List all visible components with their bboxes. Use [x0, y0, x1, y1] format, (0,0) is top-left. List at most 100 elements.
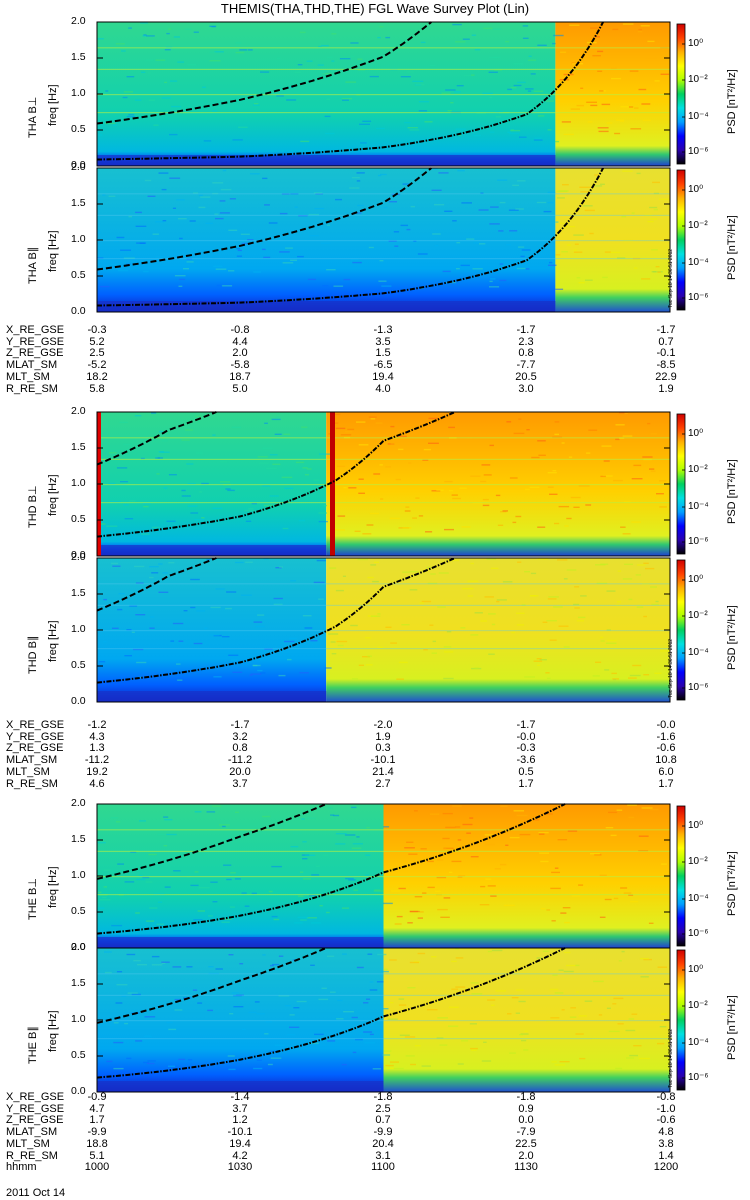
ephemeris-value: 1.7	[89, 1114, 105, 1127]
y-axis-label: freq [Hz]	[47, 84, 59, 126]
colorbar-label: PSD [nT²/Hz]	[726, 459, 738, 524]
y-tick-label: 1.0	[71, 87, 86, 99]
ephemeris-value: -0.0	[656, 719, 676, 731]
cyclotron-curve	[96, 167, 604, 307]
panel-label: THE B∥	[27, 1026, 39, 1064]
ephemeris-value: 22.9	[655, 370, 677, 383]
colorbar	[676, 169, 686, 311]
ephemeris-value: 1.2	[232, 1114, 248, 1127]
ephemeris-value: -0.3	[87, 324, 107, 336]
ephemeris-value: -10.1	[370, 754, 396, 767]
ephemeris-value: 2.5	[89, 347, 105, 360]
y-tick-label: 0.0	[71, 695, 86, 707]
y-tick-label: 0.0	[71, 305, 86, 317]
y-tick-label: 0.5	[71, 905, 86, 917]
ephemeris-value: 21.4	[372, 765, 394, 778]
colorbar-tick-label: 10⁰	[688, 428, 704, 439]
ephemeris-row-label: X_RE_GSE	[6, 324, 65, 336]
colorbar-tick-label: 10⁻⁴	[688, 893, 709, 904]
ephemeris-value: 0.9	[518, 1102, 534, 1115]
ephemeris-value: 0.8	[518, 347, 534, 360]
ephemeris-value: -7.7	[516, 359, 536, 372]
y-tick-label: 1.5	[71, 197, 86, 209]
ephemeris-row-label: MLT_SM	[6, 1137, 50, 1150]
ephemeris-value: 4.6	[89, 777, 105, 790]
ephemeris-row-label: MLT_SM	[6, 370, 50, 383]
colorbar-tick-label: 10⁻²	[688, 856, 708, 867]
ephemeris-value: -9.9	[373, 1126, 393, 1139]
colorbar-tick-label: 10⁻⁴	[688, 647, 709, 658]
ephemeris-value: 1000	[84, 1161, 110, 1174]
ephemeris-value: -0.6	[656, 742, 676, 755]
ephemeris-value: -7.9	[516, 1126, 536, 1139]
colorbar-tick-label: 10⁻²	[688, 220, 708, 231]
ephemeris-value: -5.2	[87, 359, 107, 372]
ephemeris-value: 0.7	[658, 335, 674, 348]
y-tick-label: 1.0	[71, 1013, 86, 1025]
ephemeris-row-label: R_RE_SM	[6, 777, 58, 790]
y-tick-label: 0.5	[71, 513, 86, 525]
y-tick-label: 1.5	[71, 51, 86, 63]
ephemeris-value: -1.4	[230, 1091, 250, 1103]
ephemeris-value: -0.6	[656, 1114, 676, 1127]
spectrogram-panel	[96, 947, 686, 1093]
colorbar-tick-label: 10⁻²	[688, 610, 708, 621]
cyclotron-curve	[96, 411, 456, 538]
colorbar-tick-label: 10⁻⁴	[688, 111, 709, 122]
spectrogram-panel	[96, 557, 686, 703]
y-tick-label: 2.0	[71, 797, 86, 809]
ephemeris-value: 1.4	[658, 1149, 674, 1162]
ephemeris-value: 4.4	[232, 335, 248, 348]
ephemeris-value: 0.8	[232, 742, 248, 755]
half-cyclotron-curve	[96, 803, 327, 880]
ephemeris-value: 19.2	[86, 765, 108, 778]
ephemeris-value: -0.3	[516, 742, 536, 755]
ephemeris-value: -1.2	[87, 719, 107, 731]
y-tick-label: 0.0	[71, 1085, 86, 1097]
ephemeris-row-label: R_RE_SM	[6, 382, 58, 395]
ephemeris-value: -1.8	[516, 1091, 536, 1103]
ephemeris-row-label: MLAT_SM	[6, 359, 58, 372]
ephemeris-value: -9.9	[87, 1126, 107, 1139]
ephemeris-value: -3.6	[516, 754, 536, 767]
ephemeris-value: 1030	[227, 1161, 253, 1174]
ephemeris-value: 3.7	[232, 777, 248, 790]
ephemeris-value: 4.3	[89, 730, 105, 743]
ephemeris-value: 20.0	[229, 765, 251, 778]
half-cyclotron-curve	[96, 557, 217, 612]
colorbar	[676, 949, 686, 1091]
y-axis-label: freq [Hz]	[47, 230, 59, 272]
ephemeris-row-label: X_RE_GSE	[6, 719, 65, 731]
ephemeris-value: 5.8	[89, 382, 105, 395]
ephemeris-value: -1.7	[656, 324, 676, 336]
ephemeris-value: -5.8	[230, 359, 250, 372]
ephemeris-value: 20.5	[515, 370, 537, 383]
colorbar-tick-label: 10⁻⁴	[688, 257, 709, 268]
ephemeris-value: 0.5	[518, 765, 534, 778]
colorbar-tick-label: 10⁻⁶	[688, 928, 709, 939]
ephemeris-row-label: R_RE_SM	[6, 1149, 58, 1162]
y-tick-label: 2.0	[71, 941, 86, 953]
colorbar-tick-label: 10⁻²	[688, 464, 708, 475]
colorbar-tick-label: 10⁰	[688, 184, 704, 195]
colorbar-tick-label: 10⁻⁴	[688, 1037, 709, 1048]
y-tick-label: 0.0	[71, 941, 86, 953]
ephemeris-value: 5.2	[89, 335, 105, 348]
ephemeris-value: -1.7	[516, 324, 536, 336]
ephemeris-row-label: Y_RE_GSE	[6, 730, 65, 743]
active-region	[383, 948, 670, 1092]
ephemeris-value: 20.4	[372, 1137, 394, 1150]
colorbar-label: PSD [nT²/Hz]	[726, 995, 738, 1060]
ephemeris-value: 4.0	[375, 382, 391, 395]
plot-timestamp: Tue Sep 18 14:36:51 2012	[668, 638, 674, 698]
half-cyclotron-curve	[96, 947, 327, 1024]
y-tick-label: 2.0	[71, 161, 86, 173]
ephemeris-value: 5.0	[232, 382, 248, 395]
ephemeris-value: 0.7	[375, 1114, 391, 1127]
panel-label: THD B∥	[27, 635, 39, 675]
y-tick-label: 2.0	[71, 15, 86, 27]
spectrogram-panel	[96, 167, 686, 313]
y-tick-label: 1.0	[71, 869, 86, 881]
panel-label: THA B⊥	[27, 96, 39, 138]
